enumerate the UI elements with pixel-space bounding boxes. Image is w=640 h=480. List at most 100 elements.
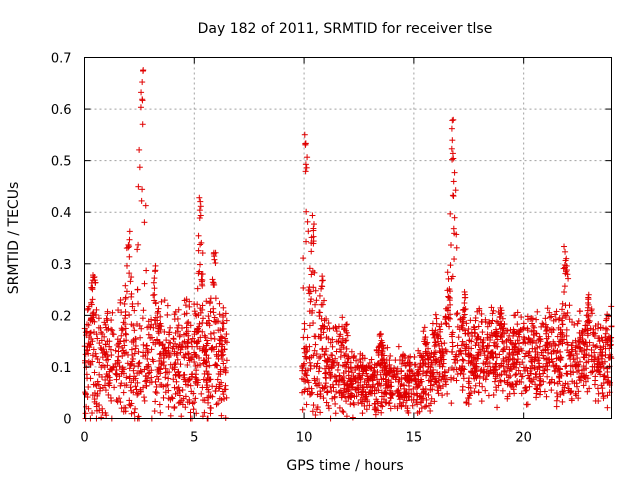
data-point xyxy=(192,395,199,402)
data-point xyxy=(523,401,530,408)
data-point xyxy=(311,221,318,228)
data-point xyxy=(200,376,207,383)
data-point xyxy=(82,351,89,358)
data-point xyxy=(220,304,227,311)
data-point xyxy=(136,164,143,171)
data-point xyxy=(139,315,146,322)
data-point xyxy=(536,391,543,398)
data-point xyxy=(100,346,107,353)
data-point xyxy=(307,298,314,305)
data-point xyxy=(461,299,468,306)
data-point xyxy=(316,292,323,299)
data-point xyxy=(548,387,555,394)
data-point xyxy=(306,265,313,272)
data-point xyxy=(313,297,320,304)
data-point xyxy=(185,332,192,339)
data-point xyxy=(312,341,319,348)
data-point xyxy=(156,351,163,358)
data-point xyxy=(197,334,204,341)
data-point xyxy=(126,236,133,243)
data-point xyxy=(141,397,148,404)
data-point xyxy=(190,406,197,413)
data-point xyxy=(563,326,570,333)
data-point xyxy=(117,296,124,303)
data-point xyxy=(127,278,134,285)
data-point xyxy=(145,318,152,325)
data-point xyxy=(562,248,569,255)
data-point xyxy=(118,380,125,387)
data-point xyxy=(143,267,150,274)
data-point xyxy=(143,382,150,389)
data-point xyxy=(499,387,506,394)
data-point xyxy=(170,376,177,383)
data-point xyxy=(565,275,572,282)
data-point xyxy=(115,353,122,360)
data-point xyxy=(203,298,210,305)
data-point xyxy=(302,141,309,148)
data-point xyxy=(82,410,89,417)
data-point xyxy=(122,282,129,289)
data-point xyxy=(97,345,104,352)
data-point xyxy=(303,164,310,171)
data-point xyxy=(563,332,570,339)
data-point xyxy=(176,392,183,399)
data-point xyxy=(486,342,493,349)
data-point xyxy=(153,390,160,397)
data-point xyxy=(553,397,560,404)
data-point xyxy=(141,219,148,226)
data-point xyxy=(165,344,172,351)
data-point xyxy=(186,303,193,310)
data-point xyxy=(138,197,145,204)
data-point xyxy=(455,334,462,341)
data-point xyxy=(405,382,412,389)
data-point xyxy=(340,409,347,416)
data-point xyxy=(183,310,190,317)
data-point xyxy=(514,321,521,328)
data-point xyxy=(82,389,89,396)
data-point xyxy=(215,385,222,392)
data-point xyxy=(444,269,451,276)
data-point xyxy=(142,378,149,385)
data-point xyxy=(127,384,134,391)
data-point xyxy=(139,97,146,104)
data-point xyxy=(194,285,201,292)
data-point xyxy=(126,228,133,235)
data-point xyxy=(321,297,328,304)
data-point xyxy=(199,319,206,326)
data-point xyxy=(167,324,174,331)
data-point xyxy=(151,408,158,415)
data-point xyxy=(143,373,150,380)
data-point xyxy=(177,361,184,368)
data-point xyxy=(121,300,128,307)
data-point xyxy=(213,401,220,408)
data-point xyxy=(604,404,611,411)
data-point xyxy=(147,335,154,342)
data-point xyxy=(216,340,223,347)
data-point xyxy=(134,286,141,293)
data-point xyxy=(559,321,566,328)
data-point xyxy=(84,306,91,313)
data-point xyxy=(454,371,461,378)
data-point xyxy=(153,383,160,390)
y-tick-label: 0.4 xyxy=(51,206,72,221)
data-point xyxy=(112,370,119,377)
data-point xyxy=(202,347,209,354)
data-point xyxy=(211,318,218,325)
data-point xyxy=(121,342,128,349)
data-point xyxy=(199,250,206,257)
data-point xyxy=(87,329,94,336)
data-point xyxy=(217,366,224,373)
data-point xyxy=(100,362,107,369)
data-point xyxy=(322,380,329,387)
data-point xyxy=(301,131,308,138)
data-point xyxy=(167,396,174,403)
data-point xyxy=(543,393,550,400)
data-point xyxy=(449,156,456,163)
data-point xyxy=(316,309,323,316)
data-point xyxy=(449,137,456,144)
data-point xyxy=(191,349,198,356)
data-point xyxy=(97,385,104,392)
data-point xyxy=(332,400,339,407)
data-point xyxy=(562,363,569,370)
data-point xyxy=(541,367,548,374)
